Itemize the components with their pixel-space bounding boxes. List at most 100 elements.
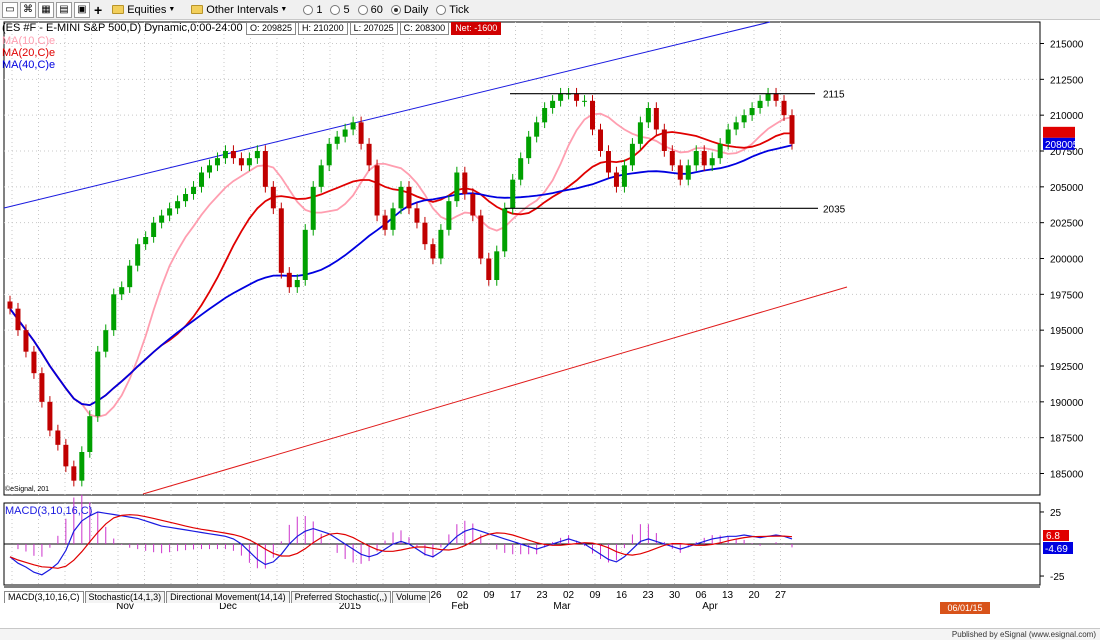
candle-body [214, 158, 220, 166]
candle-body [422, 222, 428, 245]
chevron-down-icon[interactable]: ▼ [168, 6, 176, 13]
link-icon[interactable]: ⌘ [20, 1, 36, 18]
macd-line[interactable] [9, 511, 793, 576]
y-tick-label: 192500 [1050, 362, 1084, 373]
add-symbol-icon[interactable]: + [94, 1, 103, 18]
tab-preferred-stochastic[interactable]: Preferred Stochastic(,,) [290, 591, 392, 603]
candle-body [789, 115, 795, 144]
candle-body [103, 330, 109, 352]
candle-body [111, 294, 117, 331]
candle-body [127, 265, 133, 288]
candle-body [302, 229, 308, 280]
signal-line[interactable] [9, 514, 793, 569]
x-tick-day: 23 [642, 590, 654, 601]
interval-radio[interactable] [357, 4, 368, 15]
x-tick-day: 27 [775, 590, 787, 601]
candle-body [159, 215, 165, 223]
y-tick-label: 187500 [1050, 434, 1084, 445]
y-tick-label: 190000 [1050, 398, 1084, 409]
candle-body [55, 430, 61, 445]
interval-tick[interactable]: Tick [449, 3, 470, 16]
equities-menu[interactable]: Equities [127, 3, 167, 16]
candle-body [406, 186, 412, 209]
macd-y-label: 25 [1050, 508, 1062, 519]
publisher-text: Published by eSignal (www.esignal.com) [951, 630, 1096, 639]
y-tick-label: 215000 [1050, 40, 1084, 51]
ohlc-box: O: 209825 H: 210200 L: 207025 C: 208300 … [246, 22, 502, 35]
interval-radio[interactable] [330, 4, 341, 15]
candle-body [661, 129, 667, 151]
table-icon[interactable]: ▤ [56, 1, 72, 18]
candle-body [709, 158, 715, 166]
tab-macd[interactable]: MACD(3,10,16,C) [4, 591, 84, 603]
candle-body [486, 258, 492, 280]
candle-body [206, 165, 212, 173]
candle-body [318, 165, 324, 187]
low-value: L: 207025 [349, 22, 398, 35]
candle-body [693, 151, 699, 166]
interval-radio[interactable] [303, 4, 314, 15]
candle-body [621, 165, 627, 187]
toolbar: ▭ ⌘ ▦ ▤ ▣ + Equities ▼ Other Intervals ▼… [0, 0, 1100, 20]
ma10-legend[interactable]: MA(10,C)e [2, 35, 56, 47]
candle-body [95, 351, 101, 417]
candle-body [669, 151, 675, 166]
macd-value-badge-bg [1043, 542, 1073, 554]
interval-60[interactable]: 60 [370, 3, 383, 16]
resistance-label: 2115 [823, 90, 845, 101]
grid-icon[interactable]: ▦ [38, 1, 54, 18]
ma40-legend[interactable]: MA(40,C)e [2, 59, 56, 71]
x-tick-month: Feb [451, 601, 469, 612]
chart-window-icon[interactable]: ▭ [2, 1, 18, 18]
candle-body [151, 222, 157, 237]
candle-body [326, 143, 332, 166]
ma10-line[interactable] [9, 112, 793, 418]
status-bar: Published by eSignal (www.esignal.com) [0, 628, 1100, 640]
candle-body [278, 208, 284, 273]
candle-body [23, 330, 29, 352]
chevron-down-icon[interactable]: ▼ [280, 6, 288, 13]
candle-body [334, 136, 340, 144]
candle-body [342, 129, 348, 137]
candle-body [534, 122, 540, 137]
candle-body [39, 373, 45, 402]
tab-stochastic[interactable]: Stochastic(14,1,3) [84, 591, 166, 603]
candle-body [725, 129, 731, 144]
candle-body [526, 136, 532, 159]
x-tick-day: 17 [510, 590, 522, 601]
candle-body [430, 244, 436, 259]
x-tick-day: 09 [483, 590, 495, 601]
interval-daily[interactable]: Daily [403, 3, 429, 16]
candle-body [717, 143, 723, 159]
intervals-folder-icon [191, 5, 204, 14]
candle-body [605, 151, 611, 173]
candle-body [685, 165, 691, 180]
other-intervals-menu[interactable]: Other Intervals [206, 3, 279, 16]
ma20-legend[interactable]: MA(20,C)e [2, 47, 56, 59]
interval-1[interactable]: 1 [316, 3, 323, 16]
upper-trendline[interactable] [3, 21, 771, 209]
candle-body [773, 93, 779, 101]
candle-body [294, 280, 300, 288]
lower-trendline[interactable] [142, 286, 848, 495]
tab-directional-movement[interactable]: Directional Movement(14,14) [166, 591, 290, 603]
candle-body [63, 444, 69, 467]
y-tick-label: 202500 [1050, 219, 1084, 230]
candle-body [143, 237, 149, 245]
y-tick-label: 205000 [1050, 183, 1084, 194]
cursor-date-flag: 06/01/15 [940, 602, 990, 614]
chart-svg[interactable]: ©eSignal, 201 2115 2035 215000 212500 21000… [0, 20, 1100, 625]
interval-5[interactable]: 5 [343, 3, 350, 16]
y-tick-label: 210000 [1050, 111, 1084, 122]
candle-body [454, 172, 460, 202]
interval-radio[interactable] [436, 4, 447, 15]
candle-body [79, 452, 85, 481]
x-tick-month: Mar [553, 601, 571, 612]
tab-volume[interactable]: Volume [392, 591, 431, 603]
candle-body [390, 208, 396, 230]
interval-radio-selected[interactable] [390, 4, 401, 15]
symbol-title: (ES #F - E-MINI S&P 500,D) Dynamic,0:00-… [2, 22, 264, 34]
candle-body [645, 108, 651, 123]
layout-icon[interactable]: ▣ [74, 1, 90, 18]
chart-area[interactable]: ©eSignal, 201 2115 2035 215000 212500 21000… [0, 20, 1100, 625]
